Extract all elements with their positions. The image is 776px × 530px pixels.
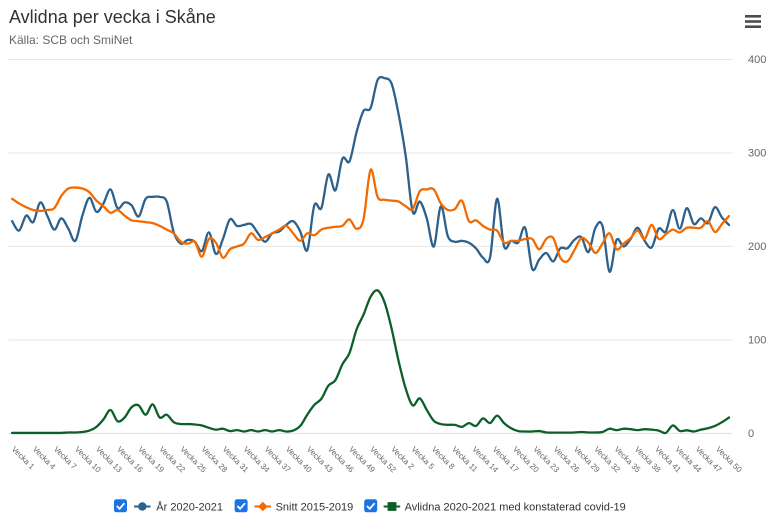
svg-text:200: 200 — [748, 241, 766, 253]
svg-text:0: 0 — [748, 428, 754, 440]
svg-text:År 2020-2021: År 2020-2021 — [156, 500, 223, 513]
svg-text:100: 100 — [748, 334, 766, 346]
svg-text:Avlidna 2020-2021 med konstate: Avlidna 2020-2021 med konstaterad covid-… — [405, 501, 626, 513]
svg-text:300: 300 — [748, 147, 766, 159]
svg-text:400: 400 — [748, 54, 766, 66]
svg-text:Snitt 2015-2019: Snitt 2015-2019 — [276, 501, 354, 513]
